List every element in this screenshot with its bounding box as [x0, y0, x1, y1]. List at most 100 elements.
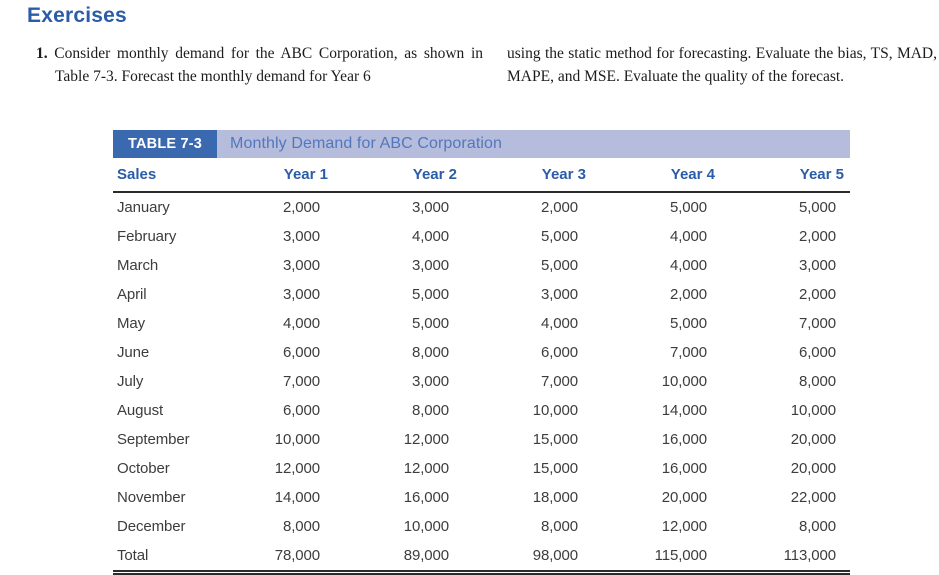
row-label: February	[117, 228, 177, 245]
cell-year-4: 5,000	[669, 199, 707, 216]
row-label: May	[117, 315, 146, 332]
cell-year-3: 8,000	[540, 518, 578, 535]
cell-year-1: 14,000	[274, 489, 320, 506]
cell-year-2: 4,000	[411, 228, 449, 245]
cell-year-4: 4,000	[669, 228, 707, 245]
cell-year-4: 115,000	[654, 547, 708, 564]
cell-year-3: 98,000	[532, 547, 578, 564]
cell-year-2: 10,000	[403, 518, 449, 535]
cell-year-2: 8,000	[411, 344, 449, 361]
cell-year-2: 89,000	[403, 547, 449, 564]
cell-year-2: 5,000	[411, 315, 449, 332]
col-header-sales: Sales	[113, 158, 205, 193]
cell-year-3: 15,000	[532, 460, 578, 477]
cell-year-2: 3,000	[411, 373, 449, 390]
table-row-june: June 6,000 8,000 6,000 7,000 6,000	[113, 338, 850, 367]
cell-year-1: 8,000	[282, 518, 320, 535]
cell-year-5: 5,000	[798, 199, 836, 216]
cell-year-3: 2,000	[540, 199, 578, 216]
col-header-year-3: Year 3	[463, 158, 592, 193]
cell-year-5: 10,000	[790, 402, 836, 419]
cell-year-5: 20,000	[790, 431, 836, 448]
cell-year-5: 7,000	[798, 315, 836, 332]
col-header-year-1: Year 1	[205, 158, 334, 193]
cell-year-2: 8,000	[411, 402, 449, 419]
row-label: November	[117, 489, 186, 506]
cell-year-4: 16,000	[661, 460, 707, 477]
table-row-august: August 6,000 8,000 10,000 14,000 10,000	[113, 396, 850, 425]
cell-year-5: 2,000	[798, 286, 836, 303]
cell-year-4: 12,000	[661, 518, 707, 535]
monthly-demand-table: Sales Year 1 Year 2 Year 3 Year 4 Year 5 Janu…	[113, 158, 850, 575]
cell-year-3: 10,000	[532, 402, 578, 419]
cell-year-3: 5,000	[540, 257, 578, 274]
table-row-november: November 14,000 16,000 18,000 20,000 22,000	[113, 483, 850, 512]
cell-year-1: 6,000	[282, 344, 320, 361]
table-row-total: Total 78,000 89,000 98,000 115,000 113,000	[113, 541, 850, 573]
cell-year-3: 18,000	[532, 489, 578, 506]
cell-year-5: 22,000	[790, 489, 836, 506]
col-header-year-2: Year 2	[334, 158, 463, 193]
row-label: March	[117, 257, 159, 274]
col-header-year-4: Year 4	[592, 158, 721, 193]
row-label: June	[117, 344, 150, 361]
cell-year-1: 6,000	[282, 402, 320, 419]
cell-year-2: 3,000	[411, 257, 449, 274]
cell-year-2: 5,000	[411, 286, 449, 303]
table-7-3: TABLE 7-3 Monthly Demand for ABC Corpora…	[113, 130, 850, 575]
cell-year-1: 2,000	[282, 199, 320, 216]
cell-year-5: 113,000	[783, 547, 837, 564]
cell-year-3: 3,000	[540, 286, 578, 303]
table-row-april: April 3,000 5,000 3,000 2,000 2,000	[113, 280, 850, 309]
cell-year-1: 3,000	[282, 257, 320, 274]
exercise-text-left: Consider monthly demand for the ABC Corp…	[54, 45, 484, 85]
cell-year-1: 3,000	[282, 228, 320, 245]
cell-year-4: 20,000	[661, 489, 707, 506]
exercise-number: 1.	[36, 45, 48, 62]
cell-year-3: 5,000	[540, 228, 578, 245]
cell-year-2: 16,000	[403, 489, 449, 506]
cell-year-4: 5,000	[669, 315, 707, 332]
table-row-march: March 3,000 3,000 5,000 4,000 3,000	[113, 251, 850, 280]
table-label: TABLE 7-3	[113, 130, 218, 158]
row-label: January	[117, 199, 170, 216]
exercise-column-right: using the static method for forecasting.…	[507, 42, 937, 88]
page-title: Exercises	[27, 4, 127, 27]
cell-year-4: 2,000	[669, 286, 707, 303]
cell-year-1: 4,000	[282, 315, 320, 332]
table-row-october: October 12,000 12,000 15,000 16,000 20,000	[113, 454, 850, 483]
table-header-band: TABLE 7-3 Monthly Demand for ABC Corpora…	[113, 130, 850, 158]
cell-year-5: 20,000	[790, 460, 836, 477]
row-label: September	[117, 431, 190, 448]
row-label: Total	[117, 547, 149, 564]
cell-year-2: 12,000	[403, 431, 449, 448]
cell-year-1: 78,000	[274, 547, 320, 564]
cell-year-5: 6,000	[798, 344, 836, 361]
table-row-july: July 7,000 3,000 7,000 10,000 8,000	[113, 367, 850, 396]
row-label: December	[117, 518, 186, 535]
row-label: October	[117, 460, 170, 477]
cell-year-3: 6,000	[540, 344, 578, 361]
cell-year-4: 4,000	[669, 257, 707, 274]
cell-year-4: 16,000	[661, 431, 707, 448]
cell-year-5: 8,000	[798, 373, 836, 390]
cell-year-1: 12,000	[274, 460, 320, 477]
cell-year-3: 4,000	[540, 315, 578, 332]
table-row-may: May 4,000 5,000 4,000 5,000 7,000	[113, 309, 850, 338]
cell-year-4: 10,000	[661, 373, 707, 390]
row-label: July	[117, 373, 144, 390]
cell-year-2: 3,000	[411, 199, 449, 216]
exercise-text-right: using the static method for forecasting.…	[507, 45, 937, 85]
table-row-december: December 8,000 10,000 8,000 12,000 8,000	[113, 512, 850, 541]
cell-year-1: 3,000	[282, 286, 320, 303]
cell-year-5: 3,000	[798, 257, 836, 274]
row-label: April	[117, 286, 147, 303]
cell-year-3: 7,000	[540, 373, 578, 390]
cell-year-5: 8,000	[798, 518, 836, 535]
table-header-row: Sales Year 1 Year 2 Year 3 Year 4 Year 5	[113, 158, 850, 193]
cell-year-5: 2,000	[798, 228, 836, 245]
table-row-january: January 2,000 3,000 2,000 5,000 5,000	[113, 192, 850, 222]
table-row-february: February 3,000 4,000 5,000 4,000 2,000	[113, 222, 850, 251]
row-label: August	[117, 402, 164, 419]
col-header-year-5: Year 5	[721, 158, 850, 193]
